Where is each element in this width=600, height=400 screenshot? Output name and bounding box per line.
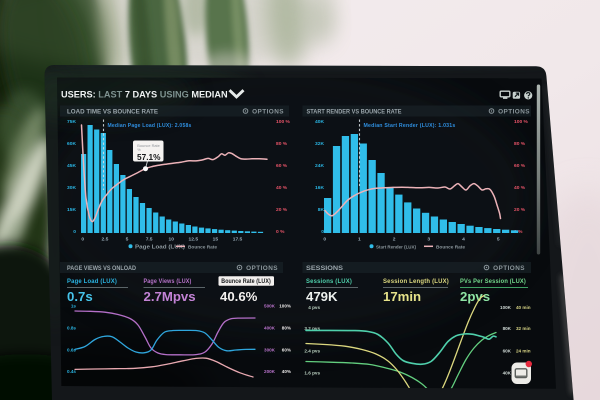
svg-text:60K: 60K xyxy=(503,349,512,354)
svg-text:32K: 32K xyxy=(315,141,324,147)
svg-text:10: 10 xyxy=(168,237,174,243)
svg-text:2: 2 xyxy=(393,237,396,243)
svg-text:%: % xyxy=(137,147,141,152)
svg-text:0.7s: 0.7s xyxy=(67,289,93,304)
svg-text:30K: 30K xyxy=(67,185,76,191)
svg-text:80 %: 80 % xyxy=(514,141,526,147)
svg-text:Median Page Load (LUX): 2.058s: Median Page Load (LUX): 2.058s xyxy=(108,123,192,129)
svg-text:0 %: 0 % xyxy=(514,229,523,235)
svg-text:Sessions (LUX): Sessions (LUX) xyxy=(306,278,352,285)
svg-text:2.5: 2.5 xyxy=(101,237,108,243)
svg-text:Page Load (LUX): Page Load (LUX) xyxy=(67,278,117,285)
svg-text:2pvs: 2pvs xyxy=(460,289,490,304)
svg-text:75K: 75K xyxy=(67,119,76,125)
svg-text:57.1%: 57.1% xyxy=(137,152,161,162)
svg-text:0.6s: 0.6s xyxy=(67,348,76,353)
svg-text:100 %: 100 % xyxy=(514,119,529,125)
svg-text:40K: 40K xyxy=(315,119,324,125)
svg-text:80 %: 80 % xyxy=(276,141,288,147)
svg-text:USERS: LAST 7 DAYS USING MEDIA: USERS: LAST 7 DAYS USING MEDIAN xyxy=(61,90,228,100)
svg-text:40 %: 40 % xyxy=(514,185,526,191)
svg-text:0: 0 xyxy=(321,229,324,235)
svg-text:Bounce Rate (LUX): Bounce Rate (LUX) xyxy=(221,278,270,285)
svg-text:4: 4 xyxy=(462,237,465,243)
svg-text:2.4 pvs: 2.4 pvs xyxy=(304,349,320,354)
svg-text:24 min: 24 min xyxy=(516,349,531,354)
svg-text:40 min: 40 min xyxy=(516,305,531,310)
svg-text:1: 1 xyxy=(358,237,361,243)
svg-text:2.7Mpvs: 2.7Mpvs xyxy=(144,289,196,304)
svg-text:400K: 400K xyxy=(264,326,276,331)
svg-text:500K: 500K xyxy=(264,304,276,309)
svg-text:60K: 60K xyxy=(67,141,76,147)
svg-text:60%: 60% xyxy=(282,348,291,353)
svg-text:17min: 17min xyxy=(383,289,421,304)
svg-text:Page Load (LUX): Page Load (LUX) xyxy=(135,244,185,250)
svg-text:40.6%: 40.6% xyxy=(220,289,258,304)
svg-text:0: 0 xyxy=(81,237,84,243)
svg-text:Bounce Rate: Bounce Rate xyxy=(436,244,465,249)
svg-text:7.5: 7.5 xyxy=(146,237,153,243)
svg-text:Start Render (LUX): Start Render (LUX) xyxy=(376,244,416,249)
svg-text:Session Length (LUX): Session Length (LUX) xyxy=(383,278,449,285)
svg-text:60 %: 60 % xyxy=(276,163,288,169)
svg-text:40%: 40% xyxy=(282,369,291,374)
svg-text:300K: 300K xyxy=(264,348,276,353)
svg-text:5: 5 xyxy=(126,237,129,243)
svg-text:100K: 100K xyxy=(500,305,512,310)
svg-text:0 %: 0 % xyxy=(276,229,285,235)
svg-text:200K: 200K xyxy=(264,369,276,374)
svg-text:15: 15 xyxy=(213,237,219,243)
svg-text:1.6 pvs: 1.6 pvs xyxy=(304,371,320,376)
svg-text:60 %: 60 % xyxy=(514,163,526,169)
svg-text:15K: 15K xyxy=(67,207,76,213)
svg-text:20 %: 20 % xyxy=(276,207,288,213)
svg-text:OPTIONS: OPTIONS xyxy=(498,109,530,116)
svg-text:1s: 1s xyxy=(71,304,77,309)
svg-text:0: 0 xyxy=(73,229,76,235)
svg-text:0.8s: 0.8s xyxy=(67,326,76,331)
svg-text:3: 3 xyxy=(427,237,430,243)
svg-text:24K: 24K xyxy=(315,163,324,169)
svg-text:LOAD TIME VS BOUNCE RATE: LOAD TIME VS BOUNCE RATE xyxy=(67,109,159,116)
svg-text:0: 0 xyxy=(323,237,326,243)
svg-text:4 pvs: 4 pvs xyxy=(308,305,320,310)
svg-text:Page Views (LUX): Page Views (LUX) xyxy=(144,278,192,285)
svg-text:PVs Per Session (LUX): PVs Per Session (LUX) xyxy=(460,278,526,285)
svg-text:32 min: 32 min xyxy=(516,326,531,331)
svg-text:SESSIONS: SESSIONS xyxy=(306,265,344,272)
svg-text:PAGE VIEWS VS ONLOAD: PAGE VIEWS VS ONLOAD xyxy=(67,265,136,272)
svg-text:5: 5 xyxy=(497,237,500,243)
svg-text:Bounce Rate: Bounce Rate xyxy=(137,143,160,148)
svg-text:20 %: 20 % xyxy=(514,207,526,213)
svg-text:3.2 pvs: 3.2 pvs xyxy=(304,326,320,331)
svg-text:100 %: 100 % xyxy=(276,119,291,125)
svg-text:START RENDER VS BOUNCE RATE: START RENDER VS BOUNCE RATE xyxy=(307,109,403,116)
svg-text:8K: 8K xyxy=(318,207,325,213)
svg-text:80K: 80K xyxy=(503,326,512,331)
svg-text:OPTIONS: OPTIONS xyxy=(246,265,278,272)
svg-text:0.4s: 0.4s xyxy=(67,369,76,374)
svg-text:80%: 80% xyxy=(282,326,291,331)
svg-text:45K: 45K xyxy=(67,163,76,169)
svg-text:16K: 16K xyxy=(315,185,324,191)
svg-text:OPTIONS: OPTIONS xyxy=(252,109,284,116)
svg-text:Bounce Rate: Bounce Rate xyxy=(188,244,217,249)
svg-text:12.5: 12.5 xyxy=(189,237,199,243)
svg-text:40K: 40K xyxy=(503,371,512,376)
svg-text:479K: 479K xyxy=(306,289,338,304)
svg-text:Median Start Render (LUX): 1.0: Median Start Render (LUX): 1.031s xyxy=(364,123,456,129)
svg-text:40 %: 40 % xyxy=(276,185,288,191)
svg-text:17.5: 17.5 xyxy=(233,237,243,243)
svg-text:OPTIONS: OPTIONS xyxy=(493,265,525,272)
svg-text:100%: 100% xyxy=(279,304,291,309)
